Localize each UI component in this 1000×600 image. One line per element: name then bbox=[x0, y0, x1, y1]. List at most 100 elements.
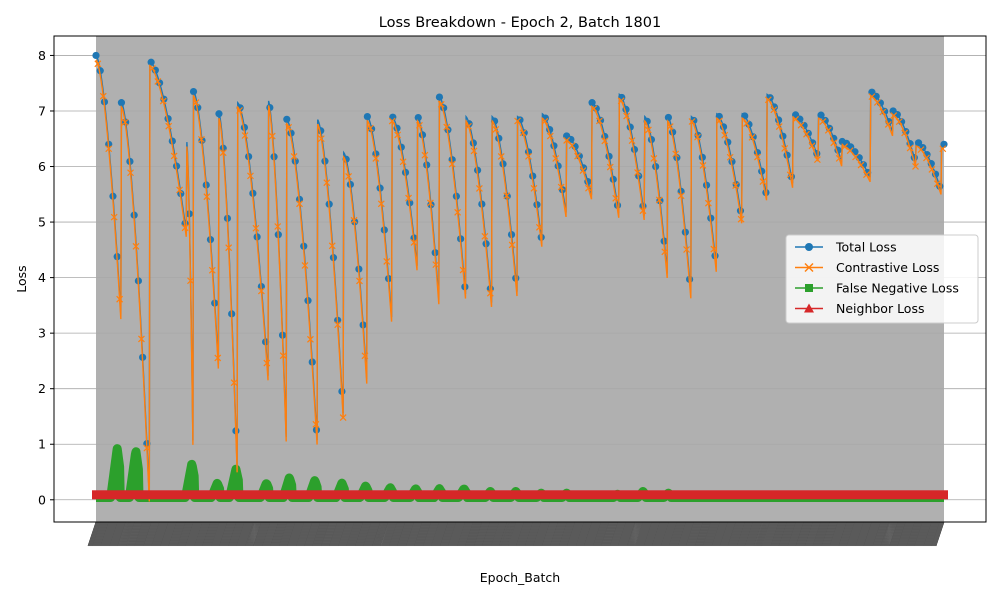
contrastive-loss-point bbox=[426, 199, 434, 207]
contrastive-loss-point bbox=[241, 132, 249, 139]
contrastive-loss-point bbox=[470, 147, 478, 155]
contrastive-loss-point bbox=[841, 143, 849, 151]
total-loss-point bbox=[529, 172, 537, 180]
total-loss-point bbox=[414, 113, 422, 122]
contrastive-loss-point bbox=[465, 122, 472, 130]
contrastive-loss-point bbox=[416, 121, 423, 129]
y-tick-label: 7 bbox=[38, 103, 46, 118]
contrastive-loss-point bbox=[170, 152, 178, 160]
contrastive-loss-point bbox=[884, 121, 892, 128]
contrastive-loss-point bbox=[181, 224, 189, 232]
contrastive-loss-point bbox=[568, 142, 576, 150]
contrastive-loss-point bbox=[879, 108, 887, 116]
contrastive-loss-point bbox=[274, 223, 282, 230]
contrastive-loss-point bbox=[541, 117, 549, 125]
contrastive-loss-point bbox=[208, 266, 216, 274]
contrastive-loss-point bbox=[225, 244, 233, 252]
total-loss-point bbox=[215, 110, 223, 118]
contrastive-loss-point bbox=[328, 242, 336, 250]
contrastive-loss-point bbox=[890, 112, 898, 120]
contrastive-loss-point bbox=[715, 117, 723, 125]
contrastive-loss-point bbox=[895, 118, 903, 126]
contrastive-loss-point bbox=[552, 155, 560, 162]
y-tick-label: 3 bbox=[38, 326, 46, 341]
contrastive-loss-point bbox=[661, 248, 669, 256]
contrastive-loss-point bbox=[192, 99, 200, 106]
x-tick-marks bbox=[87, 521, 945, 547]
contrastive-loss-point bbox=[770, 106, 778, 114]
contrastive-loss-point bbox=[634, 169, 641, 176]
contrastive-loss-point bbox=[492, 126, 500, 133]
contrastive-loss-point bbox=[388, 117, 396, 125]
y-tick-label: 4 bbox=[38, 270, 46, 285]
contrastive-loss-point bbox=[296, 200, 303, 208]
contrastive-loss-point bbox=[901, 129, 909, 137]
contrastive-loss-point bbox=[148, 64, 156, 72]
contrastive-loss-point bbox=[655, 196, 663, 204]
y-tick-label: 5 bbox=[38, 215, 46, 230]
contrastive-loss-point bbox=[530, 184, 538, 192]
contrastive-loss-point bbox=[290, 153, 298, 160]
total-loss-point bbox=[914, 139, 923, 147]
contrastive-loss-point bbox=[775, 123, 783, 131]
contrastive-loss-point bbox=[159, 97, 167, 105]
contrastive-loss-point bbox=[116, 295, 124, 303]
legend-label: False Negative Loss bbox=[836, 281, 959, 296]
contrastive-loss-point bbox=[813, 156, 821, 164]
contrastive-loss-point bbox=[764, 96, 772, 104]
contrastive-loss-point bbox=[519, 129, 527, 137]
legend-box bbox=[785, 234, 979, 324]
contrastive-loss-point bbox=[863, 171, 870, 179]
legend-label: Neighbor Loss bbox=[836, 301, 924, 316]
contrastive-loss-point bbox=[268, 132, 276, 140]
contrastive-loss-point bbox=[917, 146, 925, 154]
contrastive-loss-point bbox=[132, 242, 140, 250]
contrastive-loss-point bbox=[257, 287, 265, 295]
contrastive-loss-point bbox=[345, 172, 353, 180]
contrastive-loss-point bbox=[721, 131, 729, 139]
y-tick-label: 0 bbox=[38, 492, 46, 507]
total-loss-point bbox=[92, 51, 100, 60]
contrastive-loss-point bbox=[405, 194, 412, 202]
axes-frame bbox=[53, 35, 987, 523]
total-loss-point bbox=[172, 162, 181, 170]
contrastive-loss-point bbox=[743, 120, 750, 127]
contrastive-loss-point bbox=[819, 118, 827, 125]
contrastive-loss-point bbox=[595, 117, 603, 125]
contrastive-loss-point bbox=[677, 192, 685, 200]
contrastive-loss-point bbox=[236, 107, 243, 114]
series-contrastive-loss bbox=[94, 59, 947, 502]
chart-title: Loss Breakdown - Epoch 2, Batch 1801 bbox=[379, 15, 661, 31]
contrastive-loss-point bbox=[732, 182, 740, 189]
contrastive-loss-point bbox=[650, 155, 658, 162]
contrastive-loss-point bbox=[525, 152, 532, 160]
contrastive-loss-point bbox=[508, 241, 516, 249]
contrastive-loss-point bbox=[923, 154, 930, 162]
contrastive-loss-point bbox=[94, 60, 102, 68]
contrastive-loss-point bbox=[759, 178, 767, 185]
contrastive-loss-point bbox=[835, 154, 843, 162]
contrastive-loss-point bbox=[497, 153, 505, 160]
contrastive-loss-point bbox=[617, 97, 625, 105]
total-loss-point bbox=[117, 99, 126, 107]
contrastive-loss-point bbox=[672, 150, 680, 158]
contrastive-loss-point bbox=[873, 99, 881, 106]
contrastive-loss-point bbox=[933, 180, 941, 188]
legend: Total Loss Contrastive Loss False Negative… bbox=[785, 234, 979, 324]
contrastive-loss-point bbox=[699, 162, 707, 169]
total-loss-point bbox=[283, 115, 291, 123]
contrastive-loss-point bbox=[928, 166, 936, 173]
contrastive-loss-point bbox=[285, 123, 293, 131]
contrastive-loss-point bbox=[105, 145, 113, 153]
contrastive-loss-point bbox=[694, 133, 701, 141]
contrastive-loss-point bbox=[726, 153, 734, 161]
contrastive-loss-point bbox=[628, 137, 636, 145]
total-loss-point bbox=[435, 93, 444, 101]
contrastive-loss-point bbox=[704, 199, 712, 207]
contrastive-loss-point bbox=[503, 192, 511, 200]
contrastive-loss-point bbox=[279, 352, 287, 360]
contrastive-loss-point bbox=[906, 144, 914, 152]
total-loss-point bbox=[363, 112, 371, 121]
contrastive-loss-point bbox=[459, 266, 467, 274]
contrastive-loss-point bbox=[187, 277, 194, 285]
